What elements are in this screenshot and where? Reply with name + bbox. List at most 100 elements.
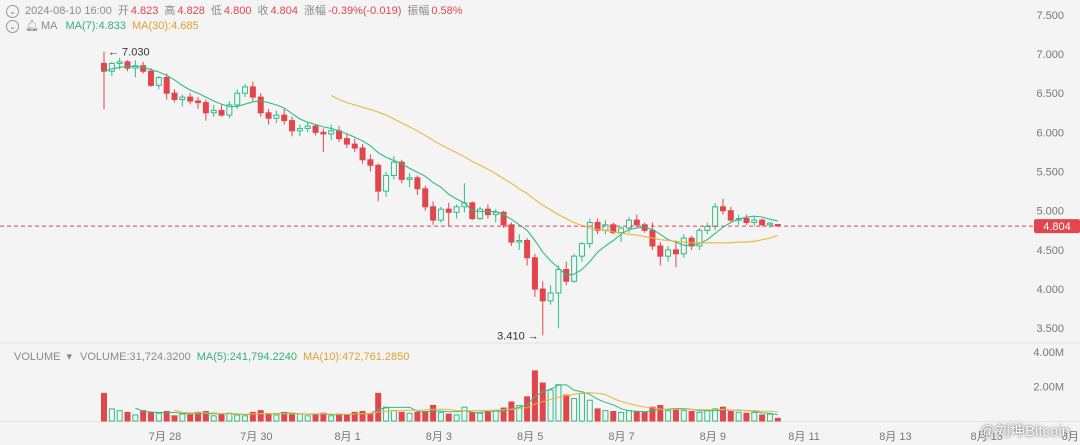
candle-body [578,243,585,257]
x-tick-label: 8月 1 [334,431,360,443]
volume-bar [719,406,726,422]
volume-bar [665,410,672,422]
candle-body [492,211,499,216]
volume-bar [437,411,444,422]
volume-bar [547,389,554,422]
volume-bar [453,414,460,422]
candle-body [312,125,319,133]
candle-body [759,219,766,226]
amp-value: 0.58% [431,5,463,17]
volume-bar [343,414,350,422]
y-tick-label: 6.500 [1036,88,1064,100]
y-tick-label: 5.000 [1036,206,1064,218]
high-value: 4.828 [177,5,205,17]
volume-bar [187,414,194,422]
ma30-line [330,95,778,244]
volume-bar [140,410,147,422]
volume-bar [210,415,217,422]
volume-bar [500,407,507,422]
candle-body [116,61,123,64]
volume-bar [312,414,319,422]
volume-bar [625,410,632,422]
volume-bar [304,415,311,422]
volume-bar [469,411,476,422]
volume-bar [218,413,225,422]
vol-ma5-value: MA(5):241,794.2240 [196,351,297,363]
candle-body [226,104,233,116]
candle-body [477,208,484,220]
candle-body [210,109,217,114]
volume-bar [484,411,491,422]
volume-dropdown-icon[interactable]: ▾ [66,351,72,363]
volume-bar [516,404,523,422]
volume-bar [359,411,366,422]
candle-body [265,112,272,119]
current-price-label: 4.804 [1043,221,1071,233]
volume-bar [555,384,562,422]
volume-bar [328,415,335,422]
candle-body [625,219,632,229]
candle-body [281,114,288,122]
x-tick-label: 8月 3 [426,431,452,443]
volume-bar [759,414,766,422]
candle-body [218,109,225,116]
candle-body [257,96,264,114]
candle-body [163,77,170,94]
volume-bar [390,410,397,422]
volume-tick-label: 4.00M [1033,347,1064,359]
volume-bar [774,417,781,422]
volume-bar [578,392,585,422]
candle-body [148,70,155,86]
volume-bar [414,411,421,422]
x-tick-label: 8月 17 [1062,431,1080,443]
volume-bar [680,410,687,422]
volume-bar [751,411,758,422]
volume-bar [602,410,609,422]
high-label: 高 [164,5,176,17]
candle-body [101,62,107,72]
volume-bar [163,411,170,422]
ma7-line [103,65,778,276]
low-label: 低 [210,5,222,17]
volume-bar [179,413,186,422]
close-label: 收 [257,5,269,17]
candle-body [719,206,726,212]
candle-body [704,225,711,231]
volume-bar [132,414,139,422]
x-tick-label: 8月 15 [970,431,1002,443]
collapse-icon[interactable]: ⌄ [6,4,19,18]
volume-bar [124,411,131,422]
ma30-value: MA(30):4.685 [132,20,199,32]
collapse-icon[interactable]: ⌄ [6,19,19,33]
x-tick-label: 8月 13 [879,431,911,443]
candle-body [665,249,672,257]
open-label: 开 [117,5,129,17]
candle-body [124,61,131,69]
volume-bar [351,411,358,422]
candle-body [108,62,115,72]
candle-body [751,219,758,223]
candle-body [187,96,194,102]
candle-body [524,239,531,259]
low-value: 4.800 [223,5,252,17]
candle-body [586,221,593,245]
candle-body [672,249,679,255]
x-tick-label: 8月 5 [517,431,543,443]
candle-body [406,177,413,180]
ma7-value: MA(7):4.833 [65,20,126,32]
volume-bar [766,413,773,422]
volume-bar [657,404,664,422]
volume-bar [649,406,656,422]
candle-body [500,211,507,226]
candle-body [508,224,515,243]
bell-icon[interactable]: 🔔︎ [25,20,39,32]
volume-bar [704,410,711,422]
volume-bar [171,415,178,422]
candle-body [445,208,452,213]
volume-label: VOLUME [14,351,61,363]
volume-bar [492,410,499,422]
candle-body [343,138,350,145]
volume-bar [273,414,280,422]
volume-bar [296,413,303,422]
